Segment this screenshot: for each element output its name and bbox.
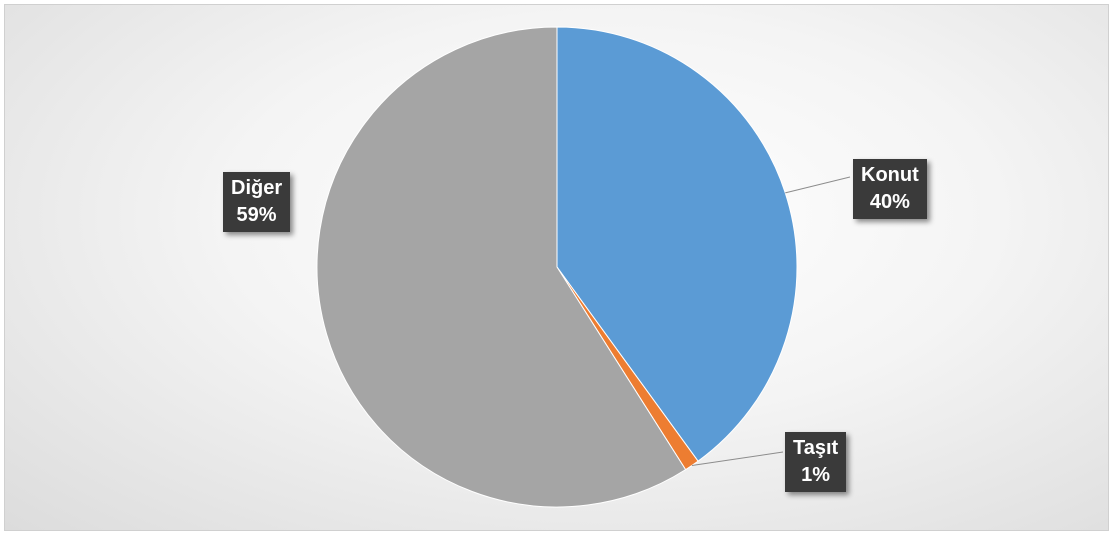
data-label-tasit-name: Taşıt — [793, 437, 839, 459]
pie-slice-diger — [316, 26, 687, 508]
data-label-diger-name: Diğer — [231, 177, 283, 199]
data-label-diger-value: 59% — [236, 204, 277, 226]
data-label-diger: Diğer 59% — [223, 172, 291, 232]
leader-line-tast — [691, 451, 784, 466]
data-label-konut-name: Konut — [861, 164, 919, 186]
data-label-tasit-value: 1% — [801, 464, 831, 486]
pie-slice-konut — [556, 26, 798, 462]
leader-line-konut — [785, 176, 851, 194]
data-label-tasit: Taşıt 1% — [785, 432, 847, 492]
data-label-konut-value: 40% — [869, 191, 910, 213]
data-label-konut: Konut 40% — [853, 159, 927, 219]
